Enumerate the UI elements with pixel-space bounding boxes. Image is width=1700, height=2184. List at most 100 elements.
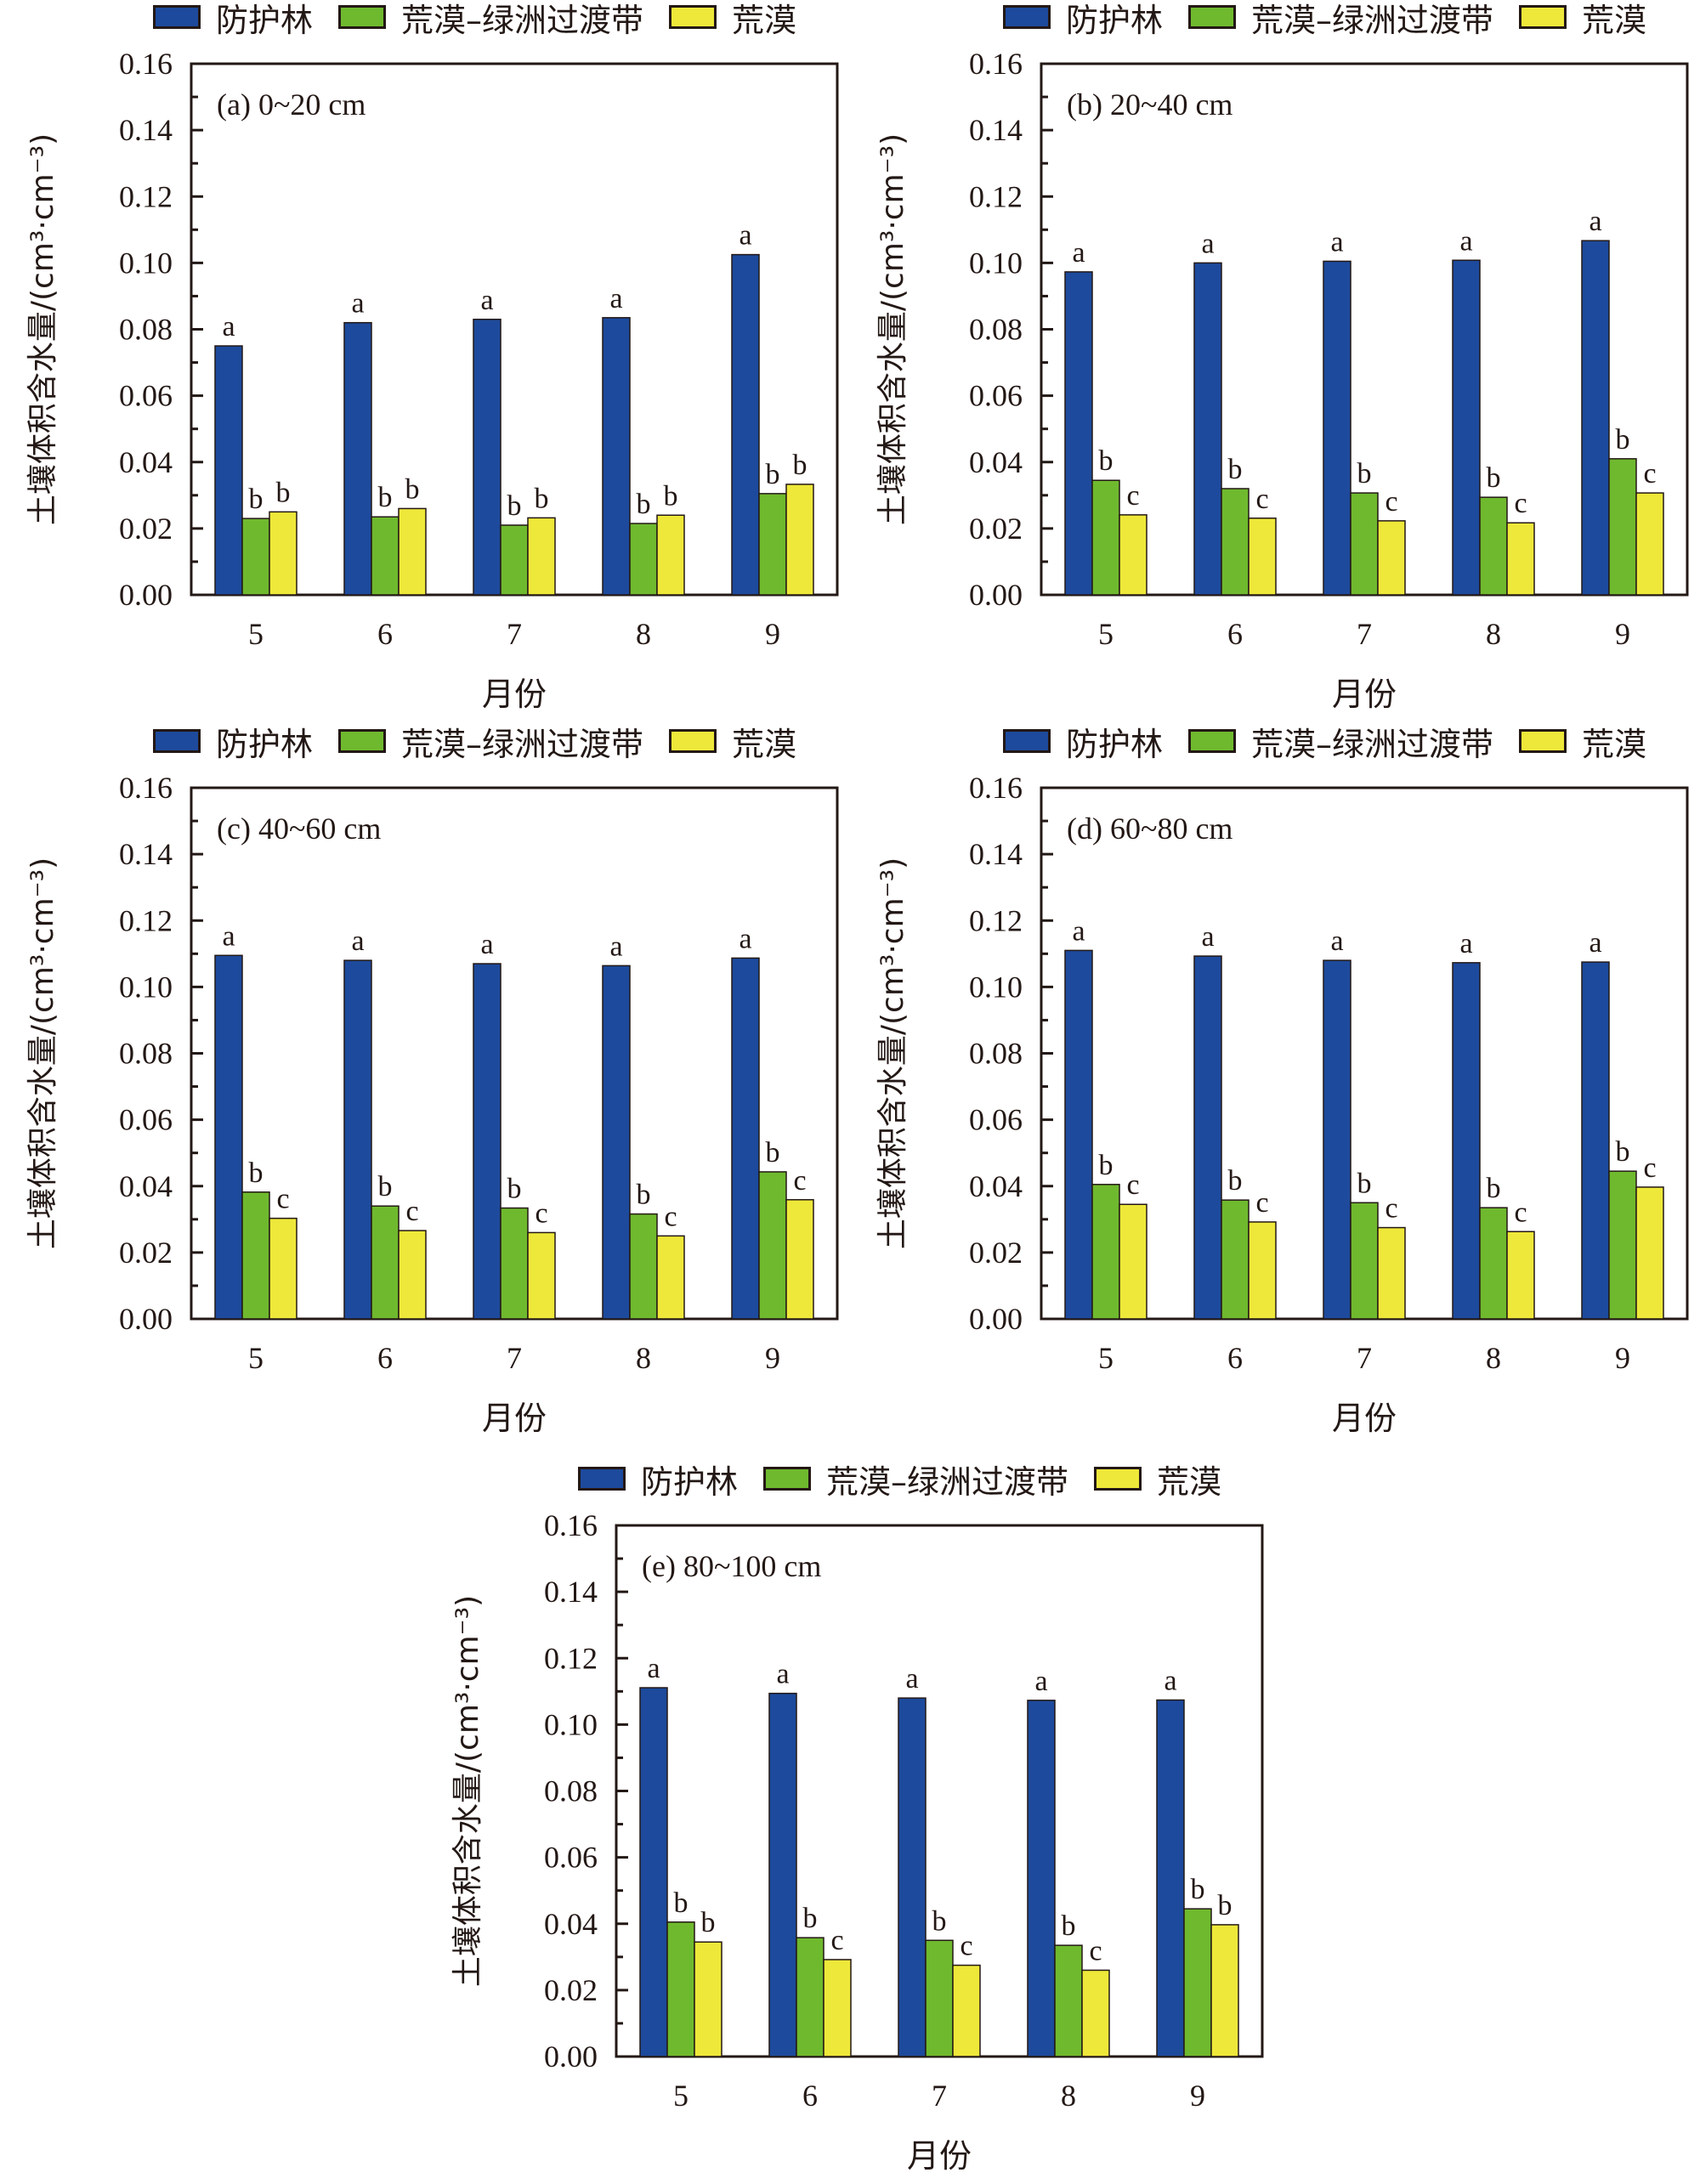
significance-letter: a (351, 288, 364, 320)
legend-swatch (1188, 729, 1237, 753)
bar-transition-month-5 (241, 518, 270, 596)
x-axis-title: 月份 (1332, 676, 1397, 713)
bar-desert-month-7 (527, 517, 556, 596)
significance-letter: b (766, 459, 780, 490)
bar-desert-month-7 (527, 1231, 556, 1320)
significance-letter: a (1072, 237, 1085, 269)
significance-letter: c (830, 1925, 843, 1956)
y-tick-label: 0.14 (969, 113, 1023, 147)
y-tick-label: 0.00 (544, 2040, 598, 2074)
legend-item: 防护林 (1003, 718, 1163, 765)
significance-letter: a (905, 1663, 918, 1695)
bar-desert-month-7 (1377, 520, 1406, 596)
legend-label: 防护林 (1066, 725, 1164, 763)
bar-forest-month-7 (473, 963, 502, 1320)
panel-title: (a) 0~20 cm (217, 88, 366, 122)
legend-item: 防护林 (153, 0, 313, 41)
significance-letter: c (1126, 1169, 1139, 1201)
y-tick-label: 0.06 (969, 1103, 1023, 1137)
y-tick-label: 0.04 (119, 1169, 173, 1203)
bar-desert-month-8 (1506, 1231, 1535, 1320)
bar-transition-month-8 (629, 523, 658, 596)
significance-letter: a (1034, 1666, 1047, 1697)
bar-desert-month-9 (785, 1199, 814, 1320)
y-tick-label: 0.04 (969, 1169, 1023, 1203)
y-axis-title: 土壤体积含水量/(cm³·cm⁻³) (450, 1595, 485, 1987)
y-tick-label: 0.16 (969, 771, 1023, 805)
significance-letter: b (1616, 1136, 1630, 1168)
significance-letter: b (1228, 1165, 1243, 1197)
bar-desert-month-5 (1119, 514, 1148, 596)
y-tick-label: 0.12 (119, 179, 173, 213)
legend-item: 防护林 (578, 1456, 738, 1502)
significance-letter: c (1089, 1935, 1102, 1966)
bar-forest-month-9 (1581, 240, 1610, 596)
significance-letter: a (1589, 927, 1601, 959)
significance-letter: b (1357, 458, 1372, 489)
significance-letter: c (1385, 486, 1397, 518)
significance-letter: c (1643, 458, 1656, 489)
legend: 防护林 荒漠–绿洲过渡带 荒漠 (153, 724, 822, 763)
y-tick-label: 0.14 (969, 837, 1023, 871)
bar-desert-month-9 (1635, 1186, 1664, 1320)
bar-desert-month-6 (823, 1959, 852, 2057)
significance-letter: a (222, 311, 235, 342)
bar-forest-month-7 (898, 1697, 926, 2057)
significance-letter: b (507, 490, 522, 522)
significance-letter: b (637, 1180, 651, 1211)
x-tick-label: 7 (507, 617, 522, 651)
x-tick-label: 6 (1227, 1341, 1243, 1375)
x-tick-label: 8 (636, 1341, 651, 1375)
significance-letter: c (1126, 480, 1139, 512)
y-tick-label: 0.02 (969, 512, 1023, 546)
bar-desert-month-6 (398, 1230, 427, 1320)
legend-label: 荒漠–绿洲过渡带 (1251, 725, 1494, 763)
x-tick-label: 8 (1486, 617, 1501, 651)
y-tick-label: 0.06 (544, 1841, 598, 1875)
significance-letter: a (351, 925, 364, 957)
significance-letter: c (276, 1184, 289, 1215)
significance-letter: c (1255, 1187, 1268, 1219)
bar-desert-month-9 (1635, 492, 1664, 596)
bar-forest-month-5 (214, 345, 243, 596)
legend-swatch (153, 5, 201, 29)
bar-transition-month-6 (1221, 1199, 1250, 1320)
legend: 防护林 荒漠–绿洲过渡带 荒漠 (1003, 724, 1672, 763)
bar-desert-month-8 (1081, 1969, 1110, 2057)
bar-transition-month-9 (1608, 1170, 1637, 1320)
x-tick-label: 8 (1061, 2079, 1076, 2113)
x-tick-label: 6 (1227, 617, 1243, 651)
legend-label: 荒漠 (732, 725, 797, 763)
legend-swatch (763, 1467, 812, 1491)
y-tick-label: 0.10 (969, 246, 1023, 280)
bar-desert-month-5 (1119, 1203, 1148, 1320)
significance-letter: b (1228, 454, 1243, 485)
y-axis-title: 土壤体积含水量/(cm³·cm⁻³) (26, 857, 60, 1249)
legend-swatch (1188, 5, 1237, 29)
panel-title: (c) 40~60 cm (217, 812, 381, 846)
bar-transition-month-6 (371, 1205, 400, 1320)
significance-letter: a (739, 220, 751, 252)
y-tick-label: 0.08 (119, 313, 173, 347)
y-tick-label: 0.16 (969, 47, 1023, 81)
significance-letter: a (1072, 915, 1085, 947)
significance-letter: b (276, 477, 291, 508)
bar-desert-month-8 (656, 1235, 685, 1320)
significance-letter: b (1218, 1890, 1232, 1921)
bar-transition-month-8 (1054, 1944, 1083, 2057)
bar-desert-month-9 (785, 484, 814, 596)
significance-letter: b (1487, 1173, 1501, 1204)
significance-letter: b (1357, 1168, 1372, 1199)
bar-transition-month-8 (1479, 496, 1508, 596)
x-tick-label: 8 (636, 617, 651, 651)
significance-letter: b (1062, 1910, 1076, 1942)
legend-item: 荒漠 (1094, 1456, 1221, 1502)
y-tick-label: 0.02 (119, 1236, 173, 1270)
legend-label: 荒漠 (1157, 1463, 1222, 1501)
x-axis-title: 月份 (482, 1400, 547, 1437)
x-tick-label: 7 (932, 2079, 947, 2113)
bar-desert-month-7 (952, 1964, 981, 2057)
bar-forest-month-5 (639, 1687, 668, 2057)
bar-desert-month-6 (398, 507, 427, 596)
significance-letter: b (1616, 424, 1630, 455)
